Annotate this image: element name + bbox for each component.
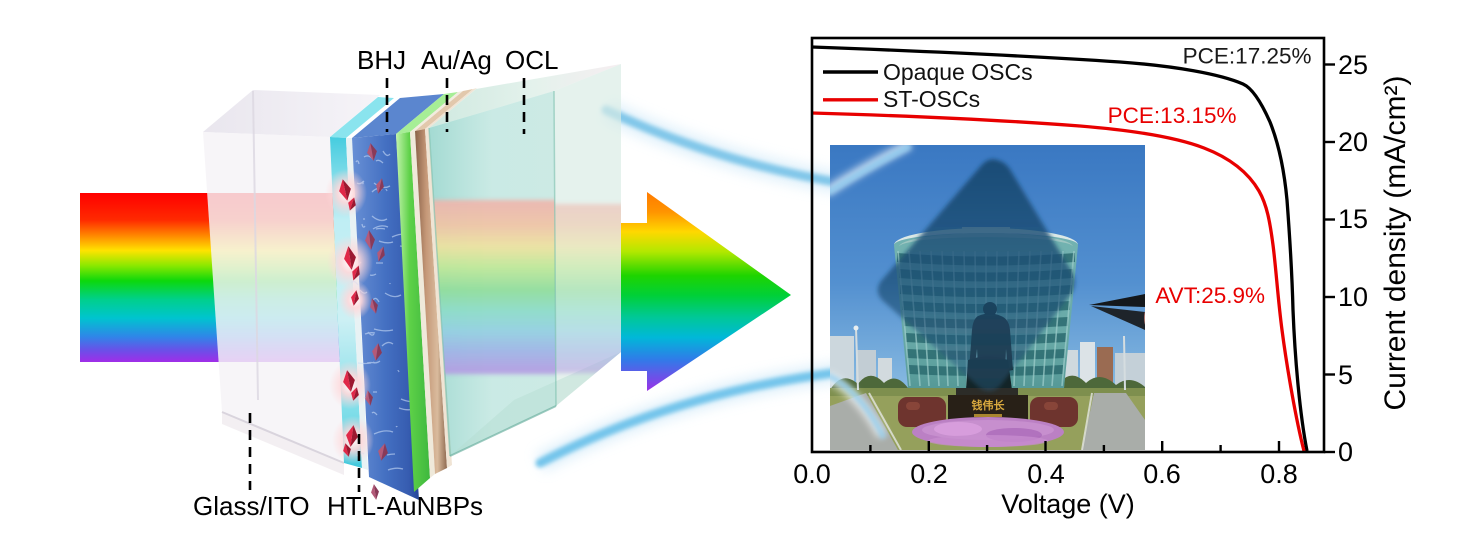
svg-text:PCE:17.25%: PCE:17.25% <box>1183 44 1312 69</box>
svg-text:Opaque OSCs: Opaque OSCs <box>883 59 1033 85</box>
svg-text:20: 20 <box>1338 127 1368 157</box>
svg-text:HTL-AuNBPs: HTL-AuNBPs <box>327 491 483 521</box>
svg-text:Au/Ag: Au/Ag <box>421 45 492 75</box>
svg-text:0.4: 0.4 <box>1027 459 1065 489</box>
svg-text:10: 10 <box>1338 282 1368 312</box>
svg-text:PCE:13.15%: PCE:13.15% <box>1108 103 1237 128</box>
svg-text:钱伟长: 钱伟长 <box>972 398 1006 412</box>
svg-text:BHJ: BHJ <box>357 45 406 75</box>
svg-text:AVT:25.9%: AVT:25.9% <box>1155 283 1265 308</box>
svg-text:0.8: 0.8 <box>1260 459 1298 489</box>
svg-text:ST-OSCs: ST-OSCs <box>883 86 980 112</box>
svg-text:0.2: 0.2 <box>910 459 948 489</box>
svg-text:25: 25 <box>1338 50 1368 80</box>
svg-text:Voltage (V): Voltage (V) <box>1001 489 1135 519</box>
svg-text:0.0: 0.0 <box>793 459 831 489</box>
svg-text:5: 5 <box>1338 360 1353 390</box>
svg-text:0: 0 <box>1338 437 1353 467</box>
svg-text:Current density (mA/cm²): Current density (mA/cm²) <box>1379 75 1412 410</box>
svg-text:Glass/ITO: Glass/ITO <box>193 491 310 521</box>
svg-text:OCL: OCL <box>505 45 558 75</box>
svg-text:15: 15 <box>1338 204 1368 234</box>
svg-text:0.6: 0.6 <box>1143 459 1181 489</box>
